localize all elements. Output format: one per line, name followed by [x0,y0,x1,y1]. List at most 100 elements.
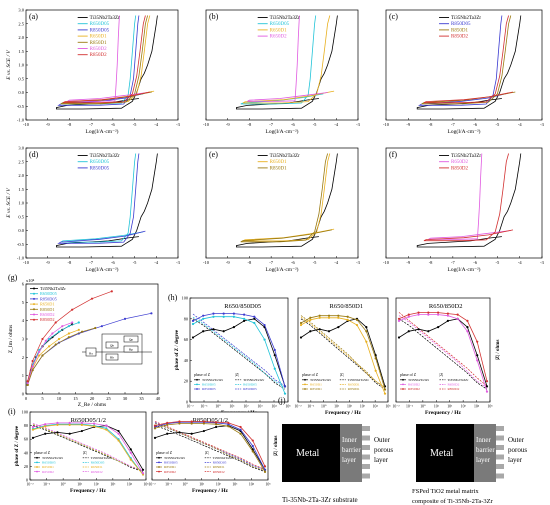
phase-marker [383,388,387,391]
x-tick-label: -10 [383,122,390,127]
data-point [81,330,84,333]
polarization-panel-b: -10 -9 -8 -7 -6 -5 -4 -3 Log(I/A·cm⁻²) (b) Ti35Nb2… [203,9,361,135]
metal-label: Metal [430,448,454,459]
phase-marker [56,423,59,427]
legend-group-label: |Z| [83,451,87,455]
y-tick-label: 60 [184,337,188,342]
y-tick-label: 0.0 [18,90,24,95]
phase-marker [476,359,479,362]
legend-entry: R850D1 [451,28,468,33]
x-tick-label: -8 [68,122,72,127]
x-tick-label: 10⁵ [265,483,271,487]
data-point [41,337,44,341]
legend-entry: R650D1 [348,383,360,387]
x-tick-label: 15 [73,396,78,401]
x-tick-label: -10 [23,260,30,265]
phase-marker [227,421,230,424]
inner-layer-label: barrier [476,446,495,454]
legend-entry: Ti35Nb2Ta3Zr [451,154,481,159]
series-line-R850D2 [423,153,514,242]
phase-marker [485,385,489,388]
legend-entry: R850D2 [408,387,420,391]
data-point [67,332,70,335]
phase-marker [407,315,410,318]
phase-marker [178,431,181,434]
legend-marker [33,308,35,311]
legend-marker [196,383,198,386]
outer-porous-column [496,454,504,460]
y-axis-label: |Z| / ohms [274,436,279,457]
legend-entry: R850D2 [164,470,176,474]
phase-marker [355,323,359,327]
x-tick-label: -4 [518,122,522,127]
panel-subtitle: R650/850D05 [224,303,261,310]
phase-marker [476,354,479,357]
panel-label: (d) [29,150,39,159]
circuit-element [105,353,119,361]
phase-marker [446,312,449,315]
impedance-line-Ti35Nb2Ta3Zr [192,318,286,390]
phase-line-R850D1 [300,315,386,390]
data-point [54,321,57,324]
bode-panel-h3: 10⁻² 10⁻¹ 10⁰ 10¹ 10² 10³ 10⁴ 10⁵ Frequency / Hz… [393,297,501,416]
y-tick-label: 20 [184,379,188,384]
legend-entry: Ti35Nb2Ta3Zr [91,456,113,460]
phase-marker [485,380,489,383]
legend-entry: R850D05 [451,22,471,27]
y-tick-label: 6 [22,282,25,287]
legend-entry: R650D1 [310,383,322,387]
phase-marker [105,424,108,427]
x-tick-label: -3 [176,260,180,265]
phase-marker [129,458,132,461]
impedance-line-Ti35Nb2Ta3Zr [154,425,266,472]
y-tick-label: 20 [24,464,28,469]
phase-marker [365,340,368,343]
phase-marker [191,322,195,326]
legend-entry: Ti35Nb2Ta3Zr [243,378,265,382]
data-point [94,326,97,330]
phase-marker [105,428,108,431]
phase-line-R650D1 [32,424,144,475]
series-line-Ti35Nb2Ta3Zr [236,15,338,110]
x-tick-label: -5 [133,260,137,265]
legend-marker [33,318,35,321]
x-tick-label: 0 [25,396,28,401]
x-tick-label: -5 [133,122,137,127]
series-line-R850D1 [60,15,152,105]
x-tick-label: 10 [57,396,62,401]
x-axis-label: Log(I/A·cm⁻²) [448,128,481,135]
phase-marker [383,392,387,395]
legend-marker [36,456,38,459]
x-tick-label: 30 [123,396,128,401]
phase-marker [117,429,120,433]
impedance-line-R650D2 [398,315,488,388]
phase-line-R650D2 [32,422,144,474]
phase-marker [466,319,469,322]
phase-marker [232,315,235,318]
x-tick-label: -3 [356,122,360,127]
legend-entry: R850D05 [243,387,257,391]
legend-entry: Ti35Nb2Ta3Zr [42,456,64,460]
legend-entry: Ti35Nb2Ta3Zr [164,456,186,460]
x-tick-label: -3 [540,122,544,127]
panel-label: (f) [389,150,397,159]
phase-marker [117,439,120,442]
x-tick-label: 10⁰ [182,482,188,487]
x-tick-label: 10⁰ [321,404,327,409]
x-tick-label: -7 [89,122,93,127]
panel-subtitle: R850D05/1/2 [193,417,228,424]
phase-marker [437,326,440,329]
legend-marker [36,470,38,473]
legend-entry: R850D05 [90,28,110,33]
phase-marker [31,428,35,431]
panel-label: (j) [278,396,286,405]
phase-line-Ti35Nb2Ta3Zr [398,318,488,387]
data-point [110,290,113,293]
y-tick-label: 1.5 [18,49,24,54]
phase-marker [263,470,267,473]
y-axis-label: Z_Im / ohms [8,325,14,353]
phase-marker [456,313,459,316]
phase-marker [485,390,489,393]
legend-marker [33,287,35,290]
phase-marker [212,328,215,331]
